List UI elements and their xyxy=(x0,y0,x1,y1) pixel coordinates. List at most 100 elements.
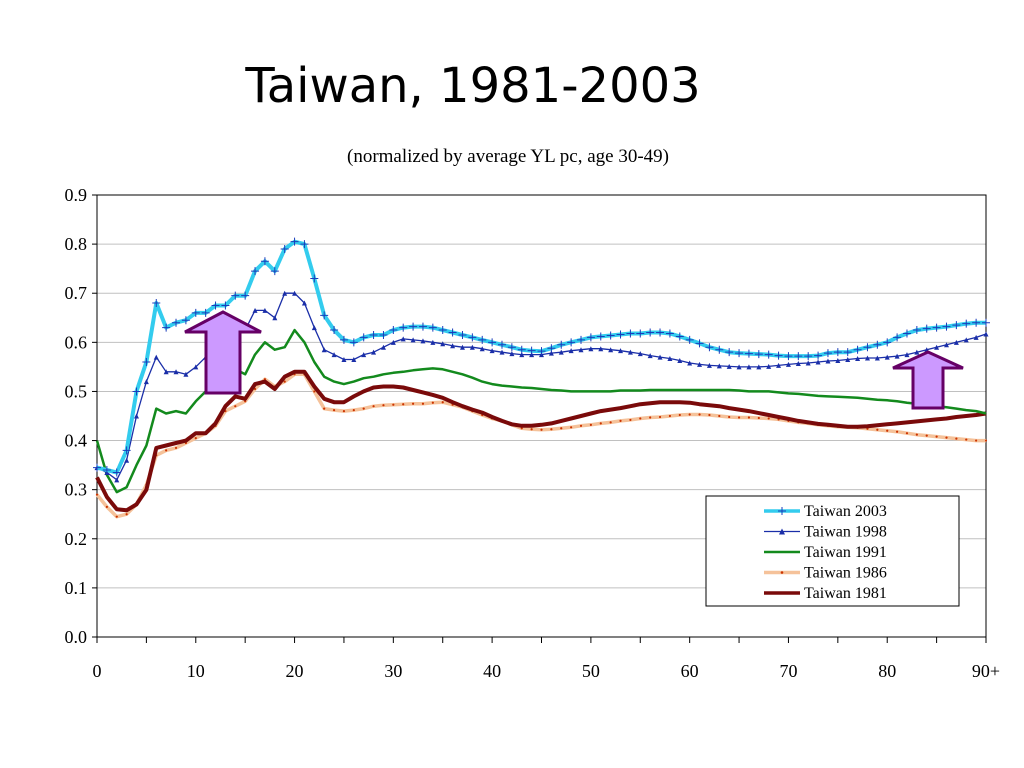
data-point xyxy=(292,290,298,296)
data-point xyxy=(174,446,178,450)
data-point xyxy=(687,360,693,366)
data-point xyxy=(725,348,734,357)
data-point xyxy=(577,335,586,344)
data-point xyxy=(965,438,968,441)
data-point xyxy=(450,343,456,349)
data-point xyxy=(262,307,268,313)
data-point xyxy=(201,308,210,317)
data-point xyxy=(359,333,368,342)
data-point xyxy=(93,463,101,472)
x-tick-label: 80 xyxy=(878,661,896,681)
data-point xyxy=(708,413,711,417)
data-point xyxy=(181,316,190,325)
data-point xyxy=(548,350,554,356)
legend-marker xyxy=(779,528,785,535)
y-tick-label: 0.8 xyxy=(65,234,88,254)
data-point xyxy=(698,413,701,416)
annotation-arrows xyxy=(184,310,964,410)
data-point xyxy=(973,334,979,340)
data-point xyxy=(843,348,852,357)
data-point xyxy=(647,353,653,359)
data-point xyxy=(744,349,753,358)
data-point xyxy=(814,351,823,360)
data-point xyxy=(804,352,813,361)
data-point xyxy=(756,364,762,370)
data-point xyxy=(114,477,120,483)
data-point xyxy=(251,267,260,276)
data-point xyxy=(912,326,921,335)
data-point xyxy=(754,350,763,359)
data-point xyxy=(420,338,426,344)
data-point xyxy=(290,237,299,246)
data-point xyxy=(599,422,602,425)
data-point xyxy=(728,415,731,419)
data-point xyxy=(757,416,760,420)
data-point xyxy=(332,409,336,412)
data-point xyxy=(115,515,118,518)
data-point xyxy=(636,329,645,338)
data-point xyxy=(231,291,240,300)
data-point xyxy=(152,299,161,308)
data-point xyxy=(609,421,612,424)
data-point xyxy=(320,311,329,320)
data-point xyxy=(863,343,872,352)
data-point xyxy=(619,419,622,423)
legend-marker xyxy=(780,571,784,574)
data-point xyxy=(311,325,317,331)
y-tick-label: 0.0 xyxy=(65,627,88,647)
data-point xyxy=(270,267,279,276)
data-point xyxy=(984,439,988,442)
data-point xyxy=(163,369,169,375)
data-point xyxy=(627,349,633,355)
data-point xyxy=(618,348,624,354)
data-point xyxy=(893,333,902,342)
data-point xyxy=(102,466,111,475)
data-point xyxy=(390,339,396,345)
data-point xyxy=(855,356,861,362)
data-point xyxy=(105,505,108,508)
data-point xyxy=(351,357,357,363)
legend-label: Taiwan 2003 xyxy=(804,503,887,520)
y-tick-label: 0.1 xyxy=(65,578,88,598)
data-point xyxy=(95,493,99,496)
data-point xyxy=(550,428,553,431)
data-point xyxy=(458,330,467,339)
data-point xyxy=(323,407,326,410)
data-point xyxy=(371,349,377,355)
data-point xyxy=(441,401,444,404)
data-point xyxy=(972,318,981,327)
data-point xyxy=(656,328,665,337)
data-point xyxy=(301,300,307,306)
data-point xyxy=(410,337,416,343)
data-point xyxy=(448,328,457,337)
data-point xyxy=(598,346,604,352)
x-tick-label: 30 xyxy=(384,661,402,681)
legend: Taiwan 2003 Taiwan 1998 Taiwan 1991 Taiwan … xyxy=(705,495,960,607)
data-point xyxy=(507,343,516,352)
data-point xyxy=(280,245,289,254)
data-point xyxy=(982,318,990,327)
data-point xyxy=(833,348,842,357)
data-point xyxy=(558,349,564,355)
data-point xyxy=(352,409,355,412)
x-tick-label: 50 xyxy=(582,661,600,681)
data-point xyxy=(815,359,821,365)
data-point xyxy=(678,413,681,417)
data-point xyxy=(905,432,909,435)
data-point xyxy=(527,346,536,355)
data-point xyxy=(234,405,237,408)
legend-label: Taiwan 1998 xyxy=(804,524,887,541)
data-point xyxy=(557,340,566,349)
data-point xyxy=(153,354,159,360)
data-point xyxy=(955,437,958,440)
data-point xyxy=(942,322,951,331)
data-point xyxy=(668,414,672,418)
data-point xyxy=(411,402,415,405)
data-point xyxy=(735,349,744,358)
data-point xyxy=(608,347,614,353)
data-point xyxy=(349,338,358,347)
data-point xyxy=(339,335,348,344)
data-point xyxy=(193,364,199,370)
data-point xyxy=(459,344,465,350)
